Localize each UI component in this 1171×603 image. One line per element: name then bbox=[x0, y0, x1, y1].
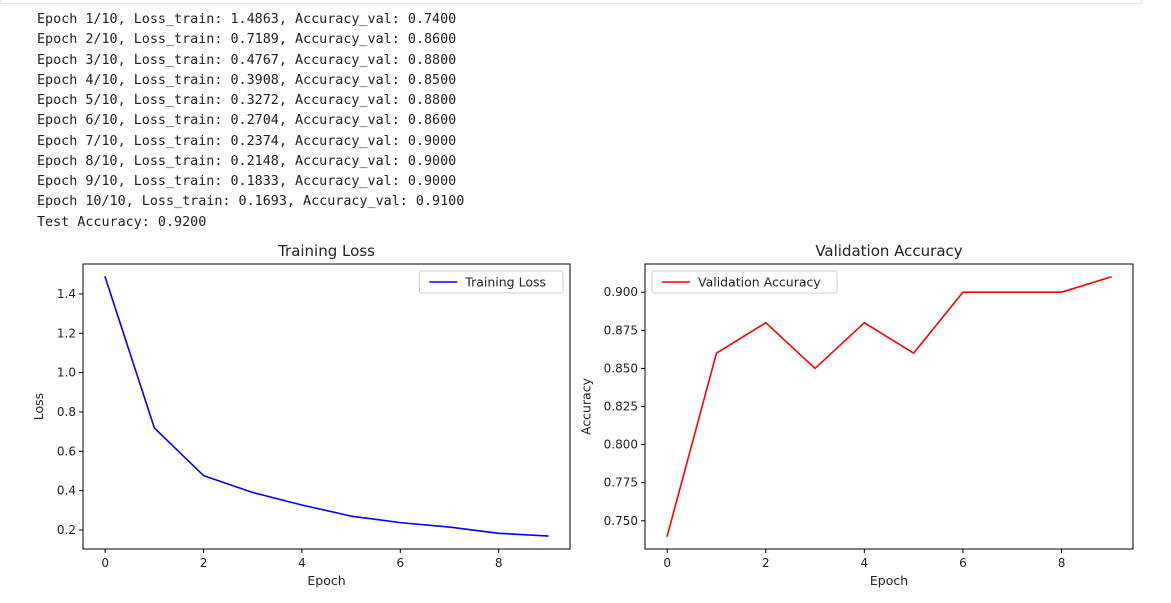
loss-legend-label: Training Loss bbox=[464, 275, 546, 290]
accuracy-y-tick-label: 0.875 bbox=[604, 323, 638, 337]
accuracy-chart-title: Validation Accuracy bbox=[815, 242, 962, 260]
accuracy-y-tick-label: 0.825 bbox=[604, 400, 638, 414]
loss-legend: Training Loss bbox=[418, 270, 564, 294]
log-line: Epoch 3/10, Loss_train: 0.4767, Accuracy… bbox=[37, 52, 457, 68]
loss-series-line bbox=[104, 275, 549, 537]
loss-y-tick-label: 1.4 bbox=[57, 287, 76, 301]
accuracy-legend-box bbox=[651, 270, 838, 294]
log-line: Epoch 2/10, Loss_train: 0.7189, Accuracy… bbox=[37, 32, 457, 48]
log-line: Epoch 8/10, Loss_train: 0.2148, Accuracy… bbox=[37, 153, 457, 169]
accuracy-x-tick-label: 4 bbox=[861, 556, 869, 570]
loss-y-tick-label: 0.6 bbox=[57, 444, 76, 458]
log-line: Epoch 4/10, Loss_train: 0.3908, Accuracy… bbox=[37, 72, 457, 88]
loss-x-tick-label: 6 bbox=[396, 556, 404, 570]
log-line: Epoch 6/10, Loss_train: 0.2704, Accuracy… bbox=[37, 113, 457, 129]
accuracy-x-tick-label: 6 bbox=[959, 556, 967, 570]
accuracy-y-tick-label: 0.800 bbox=[604, 438, 638, 452]
accuracy-legend-label: Validation Accuracy bbox=[698, 275, 821, 290]
training-log-output: Epoch 1/10, Loss_train: 1.4863, Accuracy… bbox=[37, 10, 464, 233]
previous-cell-border bbox=[0, 0, 1142, 4]
loss-chart: Training Loss 0 2 4 6 8 0.2 0.4 0.6 0.8 1.0 1.2 1.4 E… bbox=[31, 242, 571, 588]
accuracy-y-tick-label: 0.850 bbox=[604, 361, 638, 375]
accuracy-series-line bbox=[666, 275, 1112, 538]
log-line: Epoch 7/10, Loss_train: 0.2374, Accuracy… bbox=[37, 133, 457, 149]
loss-x-tick-label: 8 bbox=[495, 556, 503, 570]
accuracy-y-tick-label: 0.900 bbox=[604, 285, 638, 299]
accuracy-x-axis-label: Epoch bbox=[870, 573, 908, 588]
loss-plot-frame bbox=[82, 263, 571, 550]
loss-x-tick-label: 4 bbox=[298, 556, 306, 570]
loss-y-tick-label: 1.2 bbox=[57, 326, 76, 340]
accuracy-x-tick-label: 0 bbox=[663, 556, 671, 570]
accuracy-y-axis-label: Accuracy bbox=[579, 377, 594, 435]
accuracy-x-tick-label: 8 bbox=[1058, 556, 1066, 570]
training-figure: Training Loss 0 2 4 6 8 0.2 0.4 0.6 0.8 1.0 1.2 1.4 E… bbox=[31, 242, 1134, 588]
log-line: Epoch 10/10, Loss_train: 0.1693, Accurac… bbox=[37, 194, 465, 210]
loss-y-axis-label: Loss bbox=[31, 393, 46, 420]
accuracy-x-tick-label: 2 bbox=[762, 556, 770, 570]
loss-y-tick-label: 0.8 bbox=[57, 405, 76, 419]
loss-legend-box bbox=[418, 270, 564, 294]
loss-x-axis-label: Epoch bbox=[307, 573, 345, 588]
loss-y-tick-label: 0.4 bbox=[57, 484, 76, 498]
accuracy-plot-frame bbox=[644, 263, 1134, 550]
accuracy-y-tick-label: 0.775 bbox=[604, 476, 638, 490]
loss-x-tick-label: 0 bbox=[101, 556, 109, 570]
log-line: Epoch 1/10, Loss_train: 1.4863, Accuracy… bbox=[37, 12, 457, 27]
loss-x-tick-label: 2 bbox=[200, 556, 208, 570]
test-accuracy-line: Test Accuracy: 0.9200 bbox=[37, 214, 207, 230]
accuracy-legend: Validation Accuracy bbox=[651, 270, 838, 294]
accuracy-y-tick-label: 0.750 bbox=[604, 514, 638, 528]
loss-chart-title: Training Loss bbox=[277, 242, 375, 260]
loss-y-tick-label: 0.2 bbox=[57, 523, 76, 537]
accuracy-chart: Validation Accuracy 0 2 4 6 8 0.750 0.775 0.800 0… bbox=[579, 242, 1134, 588]
log-line: Epoch 5/10, Loss_train: 0.3272, Accuracy… bbox=[37, 93, 457, 108]
loss-y-tick-label: 1.0 bbox=[57, 366, 76, 380]
log-line: Epoch 9/10, Loss_train: 0.1833, Accuracy… bbox=[37, 174, 457, 189]
